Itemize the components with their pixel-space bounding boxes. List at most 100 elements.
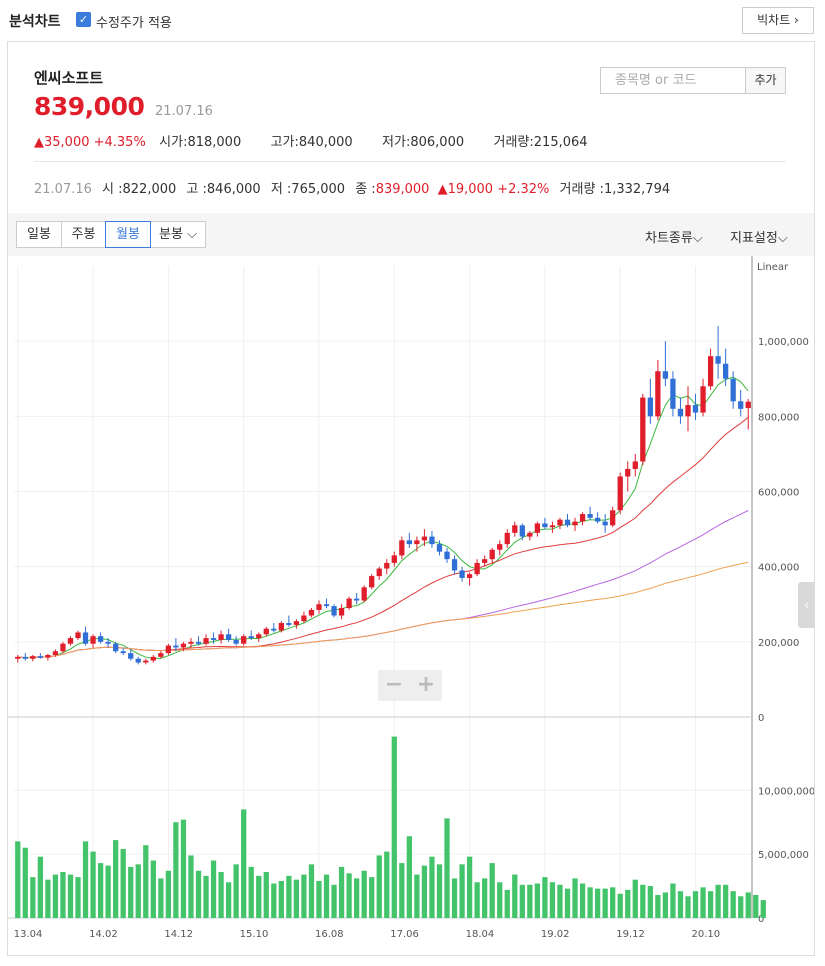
- candles: [15, 326, 751, 665]
- adjusted-price-checkbox[interactable]: ✓: [76, 12, 91, 27]
- price-tick-label: 800,000: [758, 412, 799, 423]
- volume-bar: [143, 845, 149, 918]
- volume-bar: [369, 877, 375, 918]
- candle-body: [248, 636, 254, 639]
- period-high-label: 고 :: [186, 182, 207, 197]
- volume-value: 215,064: [533, 135, 588, 150]
- volume-bar: [323, 874, 330, 918]
- volume-bar: [466, 856, 473, 918]
- candle-body: [730, 378, 736, 402]
- volume-bar: [436, 864, 443, 918]
- indicator-settings-menu[interactable]: 지표설정⌵: [730, 231, 788, 246]
- stock-search-input[interactable]: 종목명 or 코드: [600, 67, 746, 94]
- candle-body: [67, 638, 74, 644]
- volume-bar: [338, 866, 345, 918]
- volume-bar: [52, 874, 59, 918]
- volume-bar: [293, 879, 300, 918]
- candle-body: [316, 604, 322, 610]
- x-tick-label: 16.08: [315, 929, 344, 940]
- candle-body: [45, 654, 51, 658]
- candle-body: [233, 639, 239, 644]
- add-stock-button[interactable]: 추가: [745, 67, 786, 94]
- candle-body: [685, 405, 691, 417]
- scale-label: Linear: [757, 262, 789, 273]
- chart-type-menu[interactable]: 차트종류⌵: [645, 231, 703, 246]
- period-low-label: 저 :: [270, 182, 292, 197]
- volume-bar: [331, 884, 337, 918]
- x-tick-label: 19.02: [541, 929, 570, 940]
- candle-body: [723, 363, 729, 379]
- volume-bar: [632, 879, 638, 918]
- low-label: 저가: [382, 135, 406, 150]
- x-tick-label: 14.02: [89, 929, 118, 940]
- tab-minute[interactable]: 분봉 ⌵: [150, 221, 206, 248]
- candle-body: [602, 521, 608, 526]
- volume-bar: [105, 865, 111, 918]
- volume-bar: [587, 887, 593, 918]
- volume-bar: [451, 878, 458, 918]
- stock-name: 엔씨소프트: [34, 69, 104, 87]
- candle-body: [436, 544, 443, 552]
- candle-body: [135, 658, 141, 663]
- stock-chart[interactable]: Linear 0 200,000 400,000 600,000 800,000 1,000…: [8, 256, 814, 956]
- zoom-out-button[interactable]: −: [384, 672, 404, 697]
- candle-body: [369, 576, 375, 588]
- candle-body: [399, 540, 405, 556]
- volume-bar: [22, 847, 28, 918]
- zoom-in-button[interactable]: +: [416, 672, 436, 697]
- volume-bar: [391, 736, 397, 918]
- volume-tick-label: 0: [758, 914, 764, 925]
- candle-body: [489, 549, 495, 560]
- grid-lines: [14, 266, 752, 919]
- candle-body: [195, 641, 202, 644]
- side-panel-toggle[interactable]: ‹: [798, 582, 815, 628]
- volume-bar: [346, 873, 352, 918]
- candle-body: [512, 525, 518, 533]
- volume-bar: [316, 880, 322, 918]
- candle-body: [256, 634, 262, 639]
- candle-body: [421, 536, 428, 541]
- candle-body: [173, 645, 179, 648]
- volume-tick-label: 5,000,000: [758, 850, 809, 861]
- volume-bar: [685, 896, 691, 918]
- volume-bar: [82, 841, 89, 918]
- candle-body: [564, 519, 571, 526]
- candle-body: [655, 371, 661, 417]
- volume-bar: [406, 836, 412, 918]
- tab-weekly[interactable]: 주봉: [61, 221, 106, 248]
- volume-bar: [233, 864, 239, 918]
- volume-bar: [474, 882, 480, 918]
- bigchart-button[interactable]: 빅차트 ›: [742, 7, 814, 34]
- volume-bar: [655, 895, 661, 918]
- current-price: 839,000: [34, 92, 145, 121]
- volume-bar: [210, 860, 217, 918]
- volume-bar: [165, 870, 172, 918]
- adjusted-price-label[interactable]: 수정주가 적용: [96, 16, 172, 31]
- volume-bar: [429, 856, 435, 918]
- volume-bar: [203, 875, 209, 918]
- candle-body: [158, 653, 164, 657]
- candle-body: [670, 378, 676, 409]
- candle-body: [90, 636, 96, 644]
- volume-bar: [564, 888, 571, 918]
- ma20-line: [17, 416, 749, 659]
- volume-bar: [579, 883, 586, 918]
- volume-bar: [738, 896, 744, 918]
- period-open: 822,000: [122, 182, 177, 197]
- volume-bar: [760, 900, 766, 918]
- candle-body: [105, 641, 111, 644]
- volume-bar: [263, 872, 269, 918]
- price-tick-label: 0: [758, 713, 764, 724]
- candle-body: [308, 609, 315, 616]
- low-value: 806,000: [410, 135, 465, 150]
- volume-bar: [128, 866, 134, 918]
- candle-body: [527, 532, 533, 537]
- tab-daily[interactable]: 일봉: [16, 221, 62, 248]
- volume-bar: [723, 884, 729, 918]
- tab-monthly[interactable]: 월봉: [105, 221, 151, 248]
- candle-body: [225, 634, 232, 640]
- candle-body: [143, 660, 149, 663]
- candle-body: [594, 517, 601, 522]
- volume-bar: [444, 818, 450, 918]
- volume-bar: [572, 878, 578, 918]
